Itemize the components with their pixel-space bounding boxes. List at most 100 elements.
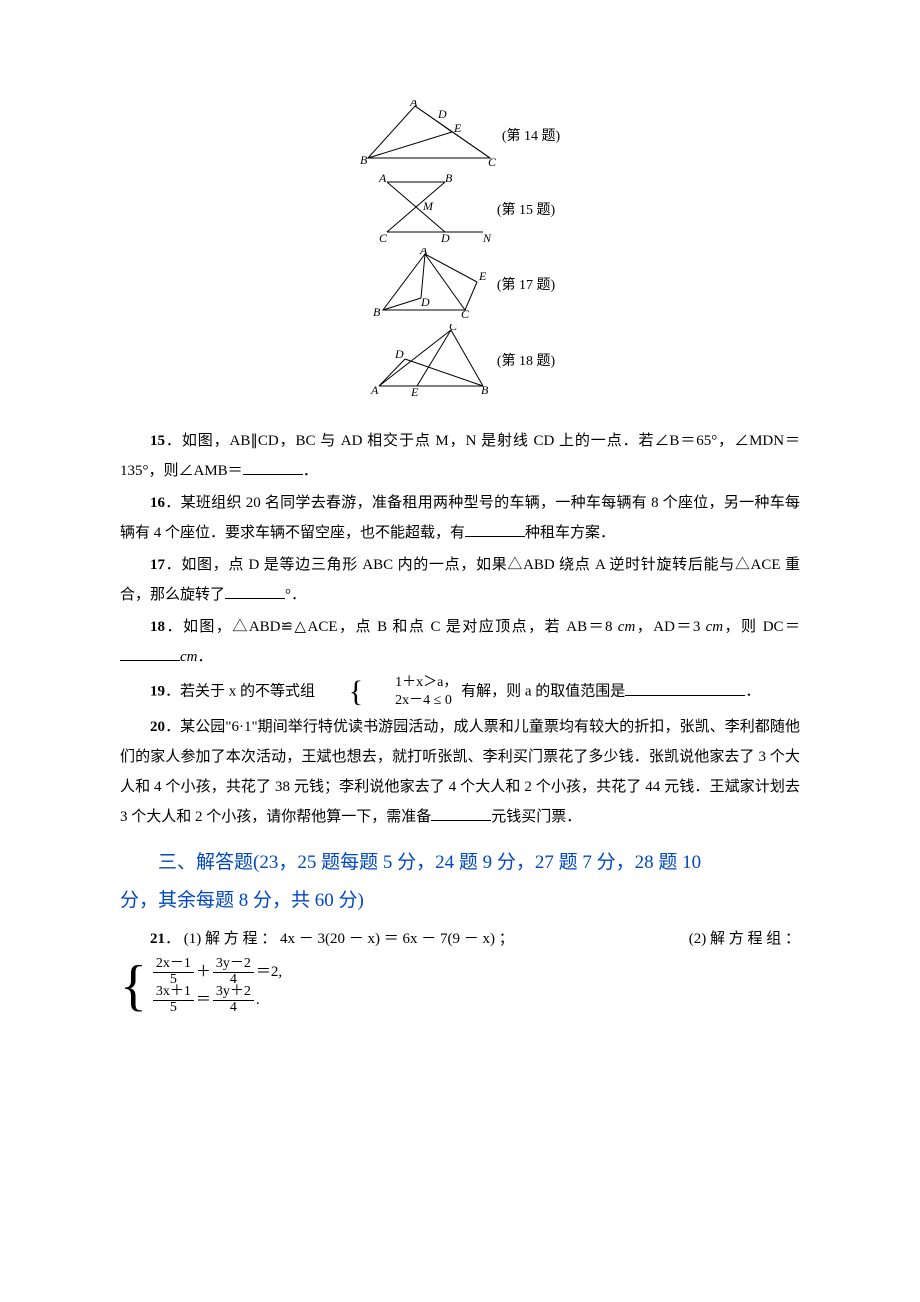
fig18-label-e: E <box>410 385 419 396</box>
q21-eq2-f1-num: 3x＋1 <box>153 985 194 1001</box>
q21-eq2-f2-num: 3y＋2 <box>213 985 254 1001</box>
figure-18-svg: A B C D E <box>365 324 495 396</box>
fig15-label-d: D <box>440 231 450 244</box>
fig15-label-m: M <box>422 199 434 213</box>
q19-blank <box>625 681 745 696</box>
q19-text-a: ．若关于 x 的不等式组 <box>165 684 315 700</box>
page: A B C D E (第 14 题) A B <box>0 0 920 1302</box>
q21-part1-label: ． (1) 解 方 程 ： <box>165 931 276 947</box>
fig17-label-b: B <box>373 305 381 319</box>
question-18: 18．如图，△ABD≌△ACE，点 B 和点 C 是对应顶点，若 AB＝8 cm… <box>120 612 800 672</box>
q16-blank <box>465 523 525 538</box>
question-20: 20．某公园"6·1"期间举行特优读书游园活动，成人票和儿童票均有较大的折扣，张… <box>120 712 800 832</box>
q15-blank <box>243 461 303 476</box>
fig17-label-c: C <box>461 307 470 320</box>
q21-eq-line1: 2x－1 5 ＋ 3y－2 4 ＝2, <box>151 958 282 986</box>
q18-text-d: ． <box>198 649 213 665</box>
q16-text-a: ．某班组织 20 名同学去春游，准备租用两种型号的车辆，一种车每辆有 8 个座位… <box>120 495 800 541</box>
fig18-label-c: C <box>449 324 458 333</box>
section-3-title-a: 三、解答题(23，25 题每题 5 分，24 题 9 分，27 题 7 分，28… <box>120 844 701 882</box>
q21-part2-label: (2) 解 方 程 组 ： <box>689 924 800 954</box>
q18-unit-2: cm <box>706 619 724 635</box>
q18-text-c: ，则 DC＝ <box>723 619 800 635</box>
q18-text-b: ，AD＝3 <box>635 619 705 635</box>
q19-system: { 1＋x＞a， 2x－4 ≤ 0 <box>319 674 458 710</box>
q21-eq1-frac2: 3y－2 4 <box>213 957 254 987</box>
q17-blank <box>225 585 285 600</box>
q21-eq2-rhs: . <box>256 993 260 1008</box>
q21-eq2-frac1: 3x＋1 5 <box>153 985 194 1015</box>
q21-eq1-op1: ＋ <box>196 965 211 980</box>
fig15-label-n: N <box>482 231 492 244</box>
q19-text-b: 有解，则 a 的取值范围是 <box>461 684 625 700</box>
fig18-label-d: D <box>394 347 404 361</box>
figure-14-row: A B C D E (第 14 题) <box>120 100 800 170</box>
figure-17-row: A B C D E (第 17 题) <box>120 248 800 320</box>
fig15-label-b: B <box>445 174 453 185</box>
q19-text-c: ． <box>745 684 760 700</box>
question-21: 21． (1) 解 方 程 ： 4x － 3(20 － x) ＝ 6x － 7(… <box>120 924 800 954</box>
fig17-label-e: E <box>478 269 487 283</box>
fig14-label-d: D <box>437 107 447 121</box>
q19-num: 19 <box>150 684 165 700</box>
figure-14-caption: (第 14 题) <box>502 125 560 145</box>
q21-num: 21 <box>150 931 165 947</box>
section-3-title: 三、解答题(23，25 题每题 5 分，24 题 9 分，27 题 7 分，28… <box>120 844 800 920</box>
fig18-label-b: B <box>481 383 489 396</box>
figure-14-svg: A B C D E <box>360 100 500 170</box>
q18-unit-1: cm <box>618 619 636 635</box>
q15-text-a: ．如图，AB∥CD，BC 与 AD 相交于点 M，N 是射线 CD 上的一点．若… <box>120 433 800 479</box>
q21-part1-eq: 4x － 3(20 － x) ＝ 6x － 7(9 － x) ； <box>280 931 514 947</box>
q18-unit-3: cm <box>180 649 198 665</box>
q17-text-b: °． <box>285 587 306 603</box>
figure-15-svg: A B C D N M <box>365 174 495 244</box>
q19-sys-line2: 2x－4 ≤ 0 <box>365 692 457 710</box>
q19-sys-line1: 1＋x＞a， <box>365 674 457 692</box>
fig17-label-a: A <box>419 248 428 257</box>
q20-blank <box>431 807 491 822</box>
figure-17-caption: (第 17 题) <box>497 274 555 294</box>
figure-15-caption: (第 15 题) <box>497 199 555 219</box>
brace-icon: { <box>120 958 147 1014</box>
question-15: 15．如图，AB∥CD，BC 与 AD 相交于点 M，N 是射线 CD 上的一点… <box>120 426 800 486</box>
figures-block: A B C D E (第 14 题) A B <box>120 100 800 396</box>
q17-text-a: ．如图，点 D 是等边三角形 ABC 内的一点，如果△ABD 绕点 A 逆时针旋… <box>120 557 800 603</box>
brace-icon: { <box>319 677 363 707</box>
q21-eq2-f2-den: 4 <box>227 1001 240 1016</box>
q18-blank <box>120 647 180 662</box>
figure-18-caption: (第 18 题) <box>497 350 555 370</box>
q17-num: 17 <box>150 557 165 573</box>
question-16: 16．某班组织 20 名同学去春游，准备租用两种型号的车辆，一种车每辆有 8 个… <box>120 488 800 548</box>
q16-text-b: 种租车方案． <box>525 525 615 541</box>
fig17-label-d: D <box>420 295 430 309</box>
q21-eq1-rhs: ＝2, <box>256 965 282 980</box>
fig14-label-e: E <box>453 121 462 135</box>
section-3-title-b: 分，其余每题 8 分，共 60 分) <box>120 890 364 911</box>
figure-17-svg: A B C D E <box>365 248 495 320</box>
q21-eq2-f1-den: 5 <box>167 1001 180 1016</box>
fig14-label-a: A <box>409 100 418 109</box>
q21-eq2-op1: ＝ <box>196 993 211 1008</box>
q18-num: 18 <box>150 619 165 635</box>
q21-eq2-frac2: 3y＋2 4 <box>213 985 254 1015</box>
q21-eq1-f2-num: 3y－2 <box>213 957 254 973</box>
q15-text-b: ． <box>303 463 318 479</box>
q18-text-a: ．如图，△ABD≌△ACE，点 B 和点 C 是对应顶点，若 AB＝8 <box>165 619 618 635</box>
q20-text-b: 元钱买门票． <box>491 809 581 825</box>
q21-system: { 2x－1 5 ＋ 3y－2 4 ＝2, 3x＋1 5 ＝ <box>120 958 800 1014</box>
figure-15-row: A B C D N M (第 15 题) <box>120 174 800 244</box>
fig14-label-b: B <box>360 153 368 167</box>
q21-eq1-frac1: 2x－1 5 <box>153 957 194 987</box>
q21-eq1-f1-num: 2x－1 <box>153 957 194 973</box>
question-19: 19．若关于 x 的不等式组 { 1＋x＞a， 2x－4 ≤ 0 有解，则 a … <box>120 674 800 710</box>
q21-eq-line2: 3x＋1 5 ＝ 3y＋2 4 . <box>151 986 282 1014</box>
q15-num: 15 <box>150 433 165 449</box>
figure-18-row: A B C D E (第 18 题) <box>120 324 800 396</box>
fig18-label-a: A <box>370 383 379 396</box>
fig15-label-c: C <box>379 231 388 244</box>
fig14-label-c: C <box>488 155 497 169</box>
q20-num: 20 <box>150 719 165 735</box>
fig15-label-a: A <box>378 174 387 185</box>
question-17: 17．如图，点 D 是等边三角形 ABC 内的一点，如果△ABD 绕点 A 逆时… <box>120 550 800 610</box>
q16-num: 16 <box>150 495 165 511</box>
